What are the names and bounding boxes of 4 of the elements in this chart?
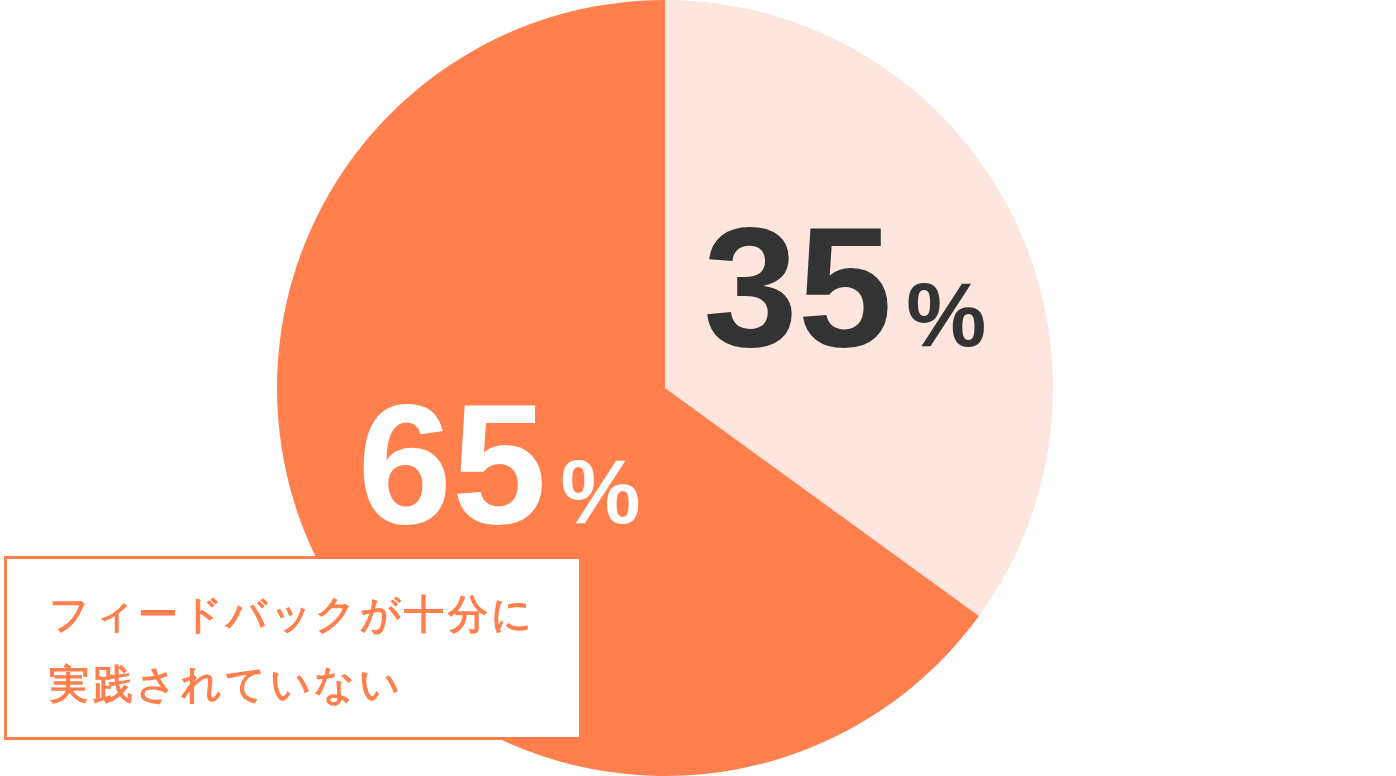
slice-label: フィードバックが十分に実践されていない xyxy=(49,591,536,707)
data-label: 65% xyxy=(357,368,641,559)
data-label: 35% xyxy=(703,192,987,383)
pie-slice xyxy=(665,0,1053,617)
